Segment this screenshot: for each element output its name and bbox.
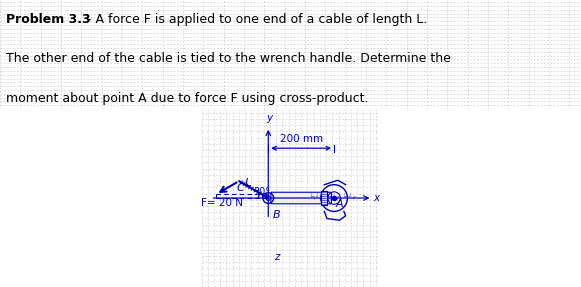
Text: B: B xyxy=(272,210,280,220)
Text: 200 mm: 200 mm xyxy=(279,134,322,144)
Text: A: A xyxy=(336,199,343,210)
Text: y: y xyxy=(266,113,272,123)
Text: Problem 3.3: Problem 3.3 xyxy=(6,13,91,26)
Text: z: z xyxy=(274,252,280,262)
Text: F= 20 N: F= 20 N xyxy=(201,198,243,208)
Text: └┐┘┌  └┐┘┌  └┐┘┌: └┐┘┌ └┐┘┌ └┐┘┌ xyxy=(299,193,355,201)
Bar xyxy=(321,191,327,205)
Text: moment about point A due to force F using cross-product.: moment about point A due to force F usin… xyxy=(6,92,368,104)
Text: C: C xyxy=(236,183,244,193)
Text: The other end of the cable is tied to the wrench handle. Determine the: The other end of the cable is tied to th… xyxy=(6,52,451,65)
Text: - A force F is applied to one end of a cable of length L.: - A force F is applied to one end of a c… xyxy=(83,13,427,26)
Text: 30°: 30° xyxy=(254,187,271,197)
FancyBboxPatch shape xyxy=(271,192,331,204)
Text: L: L xyxy=(245,178,250,187)
Text: x: x xyxy=(373,193,379,203)
